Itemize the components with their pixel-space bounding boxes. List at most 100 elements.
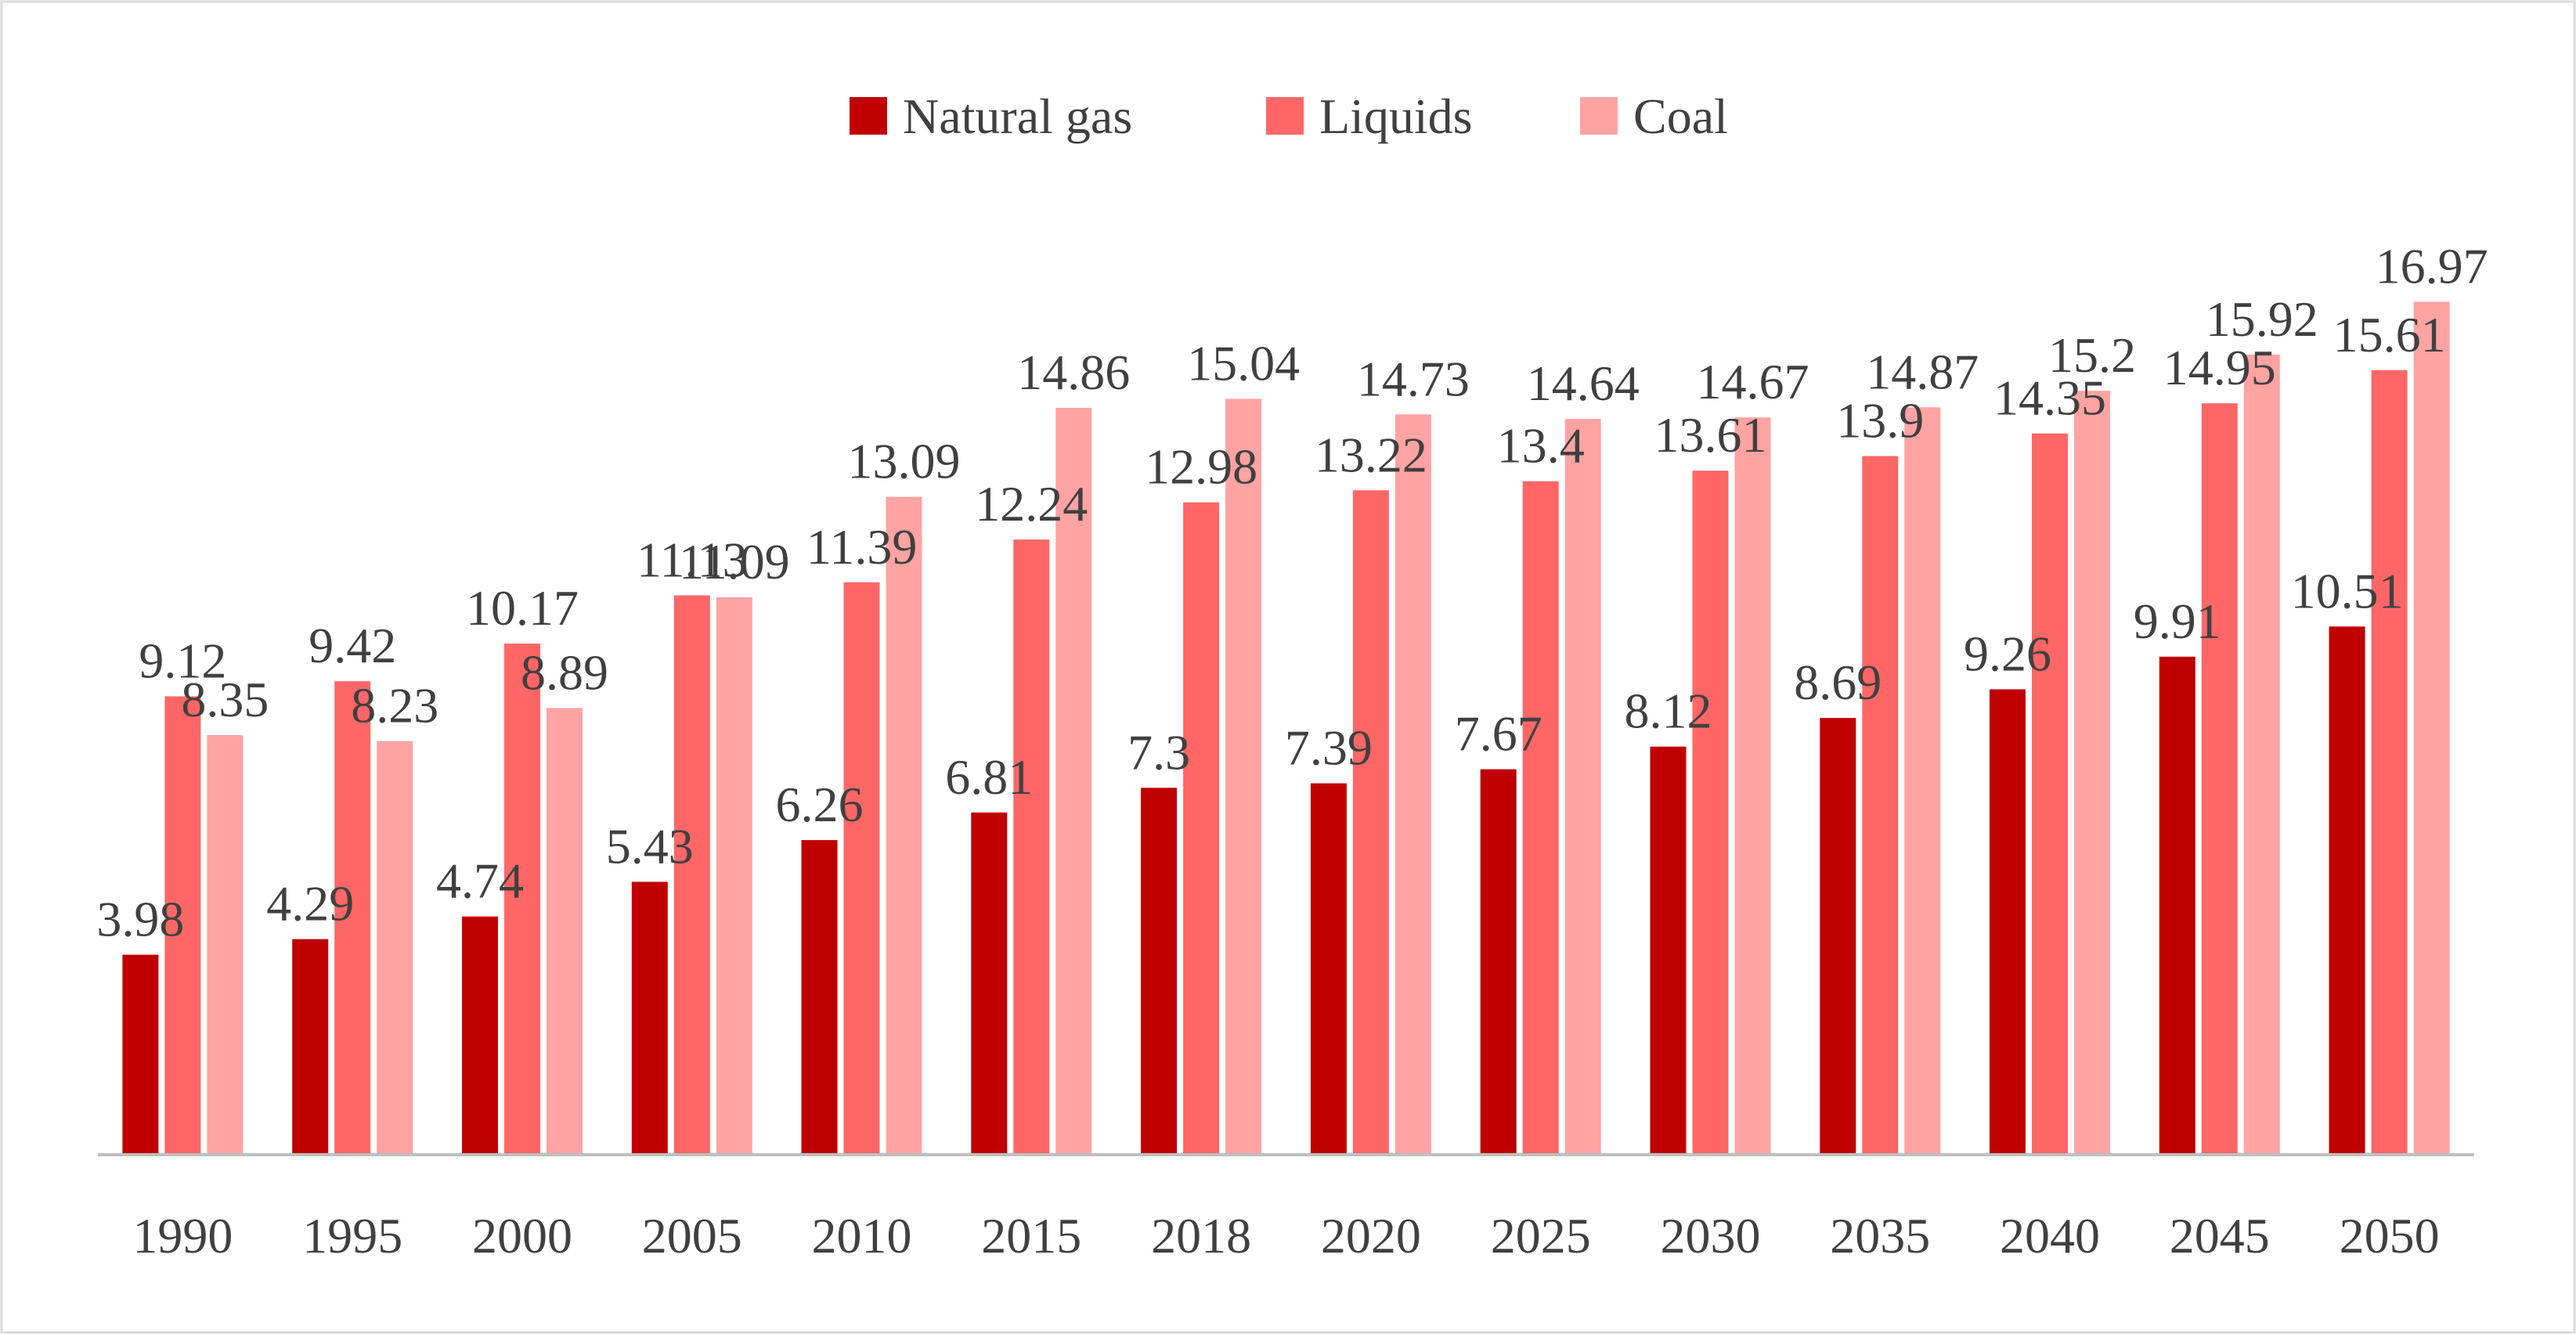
x-tick-label-2045: 2045	[2170, 1208, 2270, 1264]
data-label-coal-1995: 8.23	[351, 678, 438, 734]
data-label-liquids-2015: 12.24	[975, 476, 1088, 532]
data-label-liquids-1995: 9.42	[308, 618, 396, 673]
data-label-natural-gas-1990: 3.98	[96, 892, 184, 947]
data-label-liquids-2050: 15.61	[2333, 307, 2446, 362]
legend-label-coal: Coal	[1633, 88, 1728, 144]
bar-natural-gas-2040	[1990, 689, 2026, 1155]
bar-liquids-2035	[1862, 456, 1899, 1155]
bar-natural-gas-2050	[2329, 626, 2365, 1155]
bar-coal-1995	[377, 741, 413, 1155]
data-label-liquids-2020: 13.22	[1315, 427, 1427, 482]
bar-coal-2015	[1055, 408, 1092, 1155]
data-label-coal-2010: 13.09	[848, 434, 961, 489]
bar-natural-gas-1990	[122, 954, 159, 1155]
bar-liquids-2040	[2032, 433, 2068, 1155]
data-label-natural-gas-2030: 8.12	[1625, 683, 1712, 739]
x-tick-label-2030: 2030	[1661, 1208, 1761, 1264]
data-label-natural-gas-2015: 6.81	[945, 749, 1033, 805]
bar-liquids-2025	[1522, 481, 1559, 1155]
bar-liquids-2005	[673, 595, 710, 1155]
data-label-natural-gas-2005: 5.43	[606, 818, 694, 874]
bar-coal-1990	[207, 734, 244, 1155]
legend-swatch-liquids	[1266, 97, 1304, 135]
data-label-natural-gas-2050: 10.51	[2291, 563, 2404, 618]
x-tick-label-1990: 1990	[132, 1208, 233, 1264]
x-tick-label-2035: 2035	[1830, 1208, 1930, 1264]
data-labels-group: 3.98 9.128.35 4.29 9.428.23 4.74 10.17 8.89 5.4…	[96, 239, 2488, 947]
bar-liquids-2010	[843, 582, 880, 1155]
data-label-coal-2030: 14.67	[1697, 354, 1809, 409]
data-label-natural-gas-2025: 7.67	[1455, 706, 1542, 762]
bar-natural-gas-2018	[1141, 788, 1178, 1155]
bar-coal-2005	[716, 597, 752, 1155]
data-label-liquids-2005: 11.13	[637, 532, 748, 588]
bar-natural-gas-2030	[1650, 746, 1687, 1155]
bar-liquids-2050	[2371, 370, 2408, 1155]
data-label-coal-2020: 14.73	[1357, 351, 1470, 406]
data-label-liquids-1990: 9.12	[139, 633, 226, 689]
bar-liquids-1990	[164, 696, 201, 1155]
data-label-coal-2045: 15.92	[2206, 291, 2318, 347]
x-tick-label-2020: 2020	[1321, 1208, 1421, 1264]
data-label-coal-2050: 16.97	[2376, 239, 2488, 294]
bar-coal-2035	[1904, 407, 1941, 1155]
bar-natural-gas-2015	[971, 812, 1008, 1155]
data-label-natural-gas-2020: 7.39	[1285, 720, 1373, 776]
bar-natural-gas-2025	[1480, 769, 1517, 1155]
data-label-coal-2018: 15.04	[1187, 335, 1300, 391]
data-label-liquids-2030: 13.61	[1654, 407, 1767, 463]
bar-liquids-2020	[1352, 490, 1389, 1155]
data-label-natural-gas-2018: 7.3	[1127, 724, 1190, 780]
x-tick-label-2040: 2040	[2000, 1208, 2100, 1264]
data-label-natural-gas-2010: 6.26	[776, 777, 864, 832]
bar-coal-2025	[1564, 419, 1601, 1155]
data-label-coal-2040: 15.2	[2048, 327, 2136, 383]
legend-swatch-coal	[1580, 97, 1618, 135]
bars-group	[122, 301, 2450, 1155]
x-tick-label-2050: 2050	[2340, 1208, 2440, 1264]
data-label-coal-2000: 8.89	[521, 644, 608, 700]
bar-coal-2018	[1225, 398, 1262, 1155]
bar-liquids-2000	[504, 644, 540, 1155]
bar-coal-2030	[1734, 417, 1771, 1155]
data-label-coal-2015: 14.86	[1017, 344, 1130, 400]
bar-liquids-1995	[334, 681, 371, 1155]
bar-coal-2050	[2413, 301, 2450, 1155]
bar-coal-2020	[1394, 414, 1431, 1155]
bar-liquids-2018	[1183, 502, 1220, 1155]
data-label-liquids-2040: 14.35	[1993, 370, 2106, 426]
bar-natural-gas-2020	[1310, 783, 1347, 1155]
data-label-coal-2005: 11.09	[679, 534, 790, 589]
data-label-natural-gas-1995: 4.29	[266, 876, 354, 932]
legend-swatch-natural-gas	[850, 97, 887, 135]
x-tick-label-2025: 2025	[1491, 1208, 1591, 1264]
data-label-natural-gas-2040: 9.26	[1964, 626, 2051, 682]
bar-natural-gas-2010	[801, 840, 838, 1155]
bar-coal-2045	[2243, 354, 2280, 1155]
data-label-natural-gas-2000: 4.74	[436, 853, 524, 909]
x-tick-label-2010: 2010	[812, 1208, 912, 1264]
bar-natural-gas-2045	[2159, 656, 2195, 1155]
data-label-liquids-2025: 13.4	[1497, 418, 1585, 474]
bar-liquids-2015	[1013, 539, 1050, 1155]
x-tick-label-2015: 2015	[981, 1208, 1081, 1264]
data-label-liquids-2045: 14.95	[2163, 340, 2276, 395]
bar-natural-gas-2000	[462, 916, 498, 1155]
data-label-coal-2025: 14.64	[1527, 355, 1640, 411]
x-tick-label-2005: 2005	[642, 1208, 742, 1264]
bar-coal-2010	[886, 496, 922, 1155]
legend-label-natural-gas: Natural gas	[903, 88, 1132, 144]
x-tick-label-2000: 2000	[472, 1208, 572, 1264]
data-label-natural-gas-2045: 9.91	[2134, 593, 2221, 649]
data-label-liquids-2035: 13.9	[1836, 393, 1924, 449]
legend: Natural gas Liquids Coal	[850, 88, 1728, 144]
bar-coal-2040	[2074, 391, 2110, 1155]
bar-natural-gas-2005	[631, 882, 668, 1155]
data-label-liquids-2010: 11.39	[806, 519, 918, 575]
bar-coal-2000	[547, 708, 583, 1155]
x-tick-labels: 1990 1995 2000 2005 2010 2015 2018 2020 2025 2030…	[132, 1208, 2439, 1264]
data-label-natural-gas-2035: 8.69	[1794, 654, 1881, 710]
